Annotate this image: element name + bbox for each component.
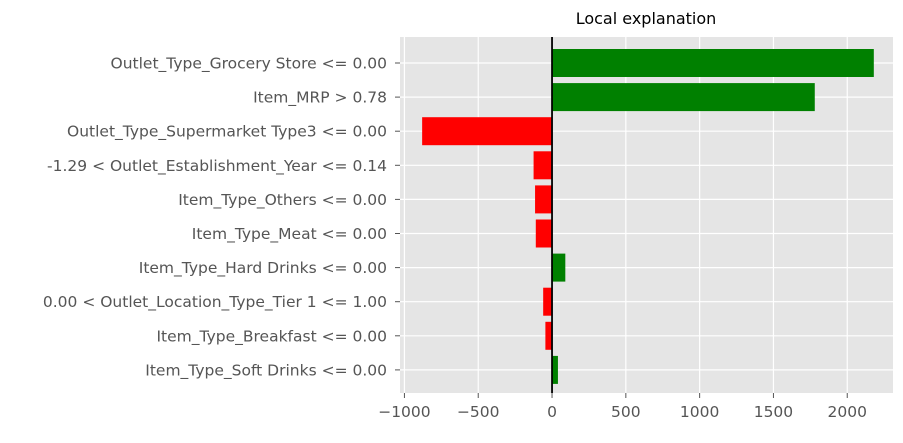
y-tick-label: Item_MRP > 0.78 — [253, 89, 387, 108]
x-axis-labels: −1000 −500 0 500 1000 1500 2000 — [378, 393, 867, 421]
bar — [552, 253, 566, 282]
bar — [422, 117, 553, 146]
bar — [535, 219, 553, 248]
x-tick-label: 2000 — [828, 403, 867, 421]
y-tick-label: Item_Type_Soft Drinks <= 0.00 — [145, 361, 387, 380]
y-tick-label: Item_Type_Breakfast <= 0.00 — [156, 327, 387, 346]
bar — [552, 83, 815, 112]
y-tick-label: Outlet_Type_Grocery Store <= 0.00 — [111, 55, 388, 74]
bars — [422, 49, 874, 384]
y-tick-label: -1.29 < Outlet_Establishment_Year <= 0.1… — [47, 157, 387, 176]
x-tick-label: 1000 — [680, 403, 719, 421]
y-tick-label: 0.00 < Outlet_Location_Type_Tier 1 <= 1.… — [43, 293, 387, 312]
y-tick-label: Item_Type_Others <= 0.00 — [178, 191, 387, 210]
x-tick-label: 0 — [547, 403, 557, 421]
bar — [535, 185, 553, 214]
x-tick-label: 1500 — [754, 403, 793, 421]
bar — [552, 355, 558, 384]
x-tick-label: −1000 — [378, 403, 430, 421]
chart-title: Local explanation — [576, 9, 717, 28]
x-tick-label: −500 — [457, 403, 500, 421]
x-tick-label: 500 — [611, 403, 641, 421]
y-tick-label: Item_Type_Meat <= 0.00 — [192, 225, 387, 244]
bar — [545, 321, 553, 350]
y-tick-label: Item_Type_Hard Drinks <= 0.00 — [139, 259, 387, 278]
y-axis-labels: Outlet_Type_Grocery Store <= 0.00 Item_MR… — [43, 55, 400, 380]
bar — [552, 49, 874, 77]
y-tick-label: Outlet_Type_Supermarket Type3 <= 0.00 — [67, 123, 387, 142]
bar — [533, 151, 553, 180]
bar — [543, 287, 553, 316]
